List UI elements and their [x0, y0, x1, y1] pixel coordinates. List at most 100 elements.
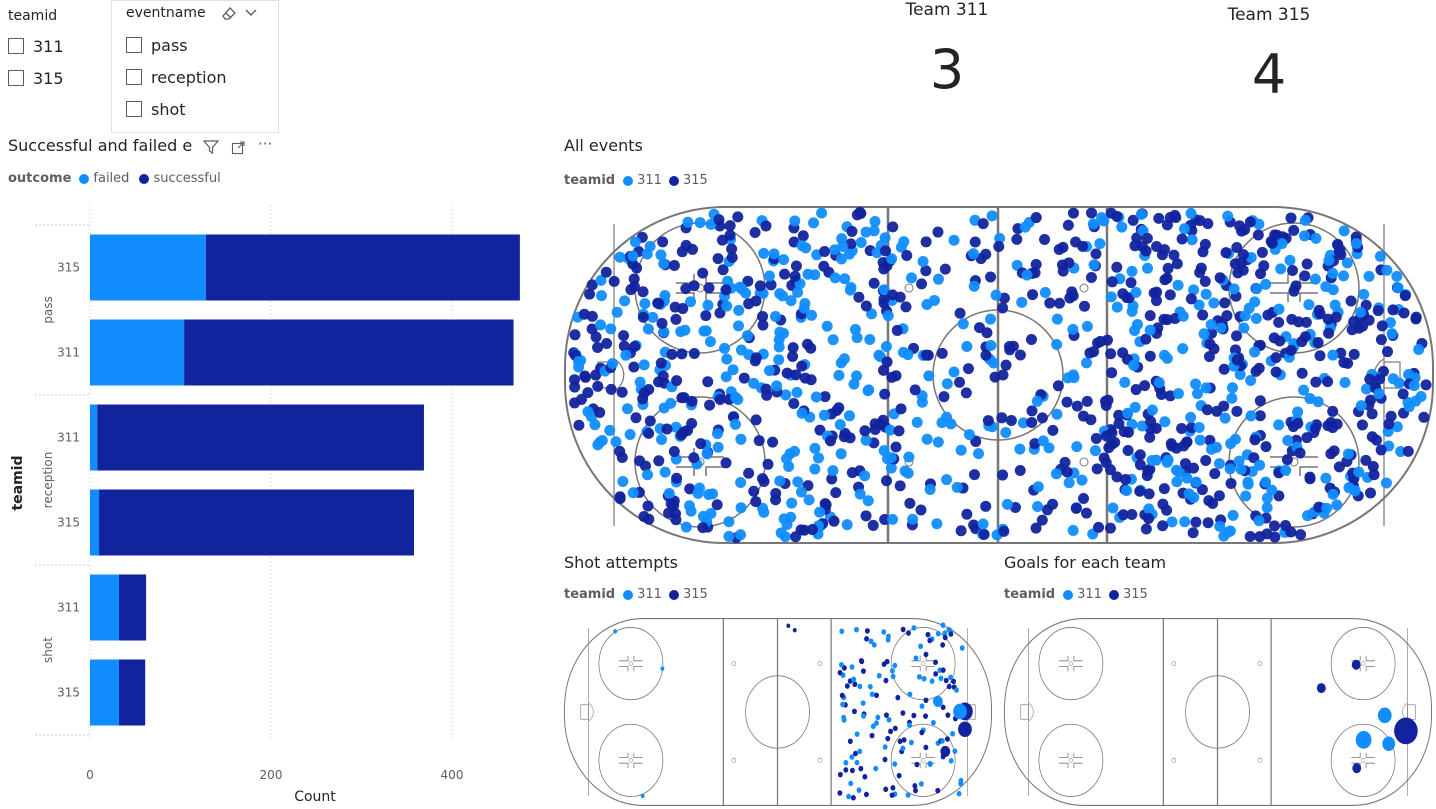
event-point [1374, 250, 1386, 262]
bar-successful [118, 574, 147, 641]
event-point [721, 353, 733, 365]
event-point [750, 496, 762, 508]
checkbox[interactable] [126, 101, 142, 117]
event-point [1177, 343, 1189, 355]
event-point [641, 248, 653, 260]
event-point [1280, 464, 1292, 476]
event-point [680, 521, 692, 533]
event-point [931, 518, 943, 530]
event-point [806, 524, 818, 536]
event-point [1051, 339, 1063, 351]
shot-point [864, 636, 870, 642]
x-axis-label: Count [294, 789, 336, 805]
event-point [1190, 476, 1202, 488]
x-tick-label: 200 [260, 768, 283, 782]
event-point [712, 253, 724, 265]
checkbox[interactable] [126, 37, 142, 53]
event-point [682, 216, 694, 228]
shot-point [930, 719, 936, 726]
event-point [628, 273, 640, 285]
event-point [757, 310, 769, 322]
event-point [1329, 299, 1341, 311]
event-point [1085, 414, 1097, 426]
shot-point [925, 631, 931, 638]
card-value: 4 [1251, 43, 1287, 106]
event-point [723, 530, 735, 542]
event-point [1371, 434, 1383, 446]
event-option-reception[interactable]: reception [126, 61, 278, 93]
large-shot-point [940, 745, 951, 758]
event-point [881, 356, 893, 368]
shot-point [927, 637, 933, 644]
event-point [818, 409, 830, 421]
checkbox[interactable] [8, 38, 24, 54]
shot-point [958, 780, 964, 787]
event-point [1327, 405, 1339, 417]
event-point [1364, 487, 1376, 499]
event-point [777, 290, 789, 302]
shot-point [874, 692, 880, 699]
shot-point [885, 636, 891, 643]
event-point [1213, 458, 1225, 470]
event-point [1345, 295, 1357, 307]
event-point [1312, 396, 1324, 408]
bar-failed [90, 319, 185, 386]
more-options-icon[interactable]: ··· [258, 135, 273, 153]
event-point [697, 522, 709, 534]
event-point [1312, 337, 1324, 349]
event-point [836, 253, 848, 265]
event-point [569, 381, 581, 393]
shot-point [849, 664, 855, 670]
event-point [795, 486, 807, 498]
event-point [1258, 260, 1270, 272]
event-point [1178, 223, 1190, 235]
event-point [634, 455, 646, 467]
event-point [911, 416, 923, 428]
event-point [994, 232, 1006, 244]
event-point [659, 290, 671, 302]
shot-point [882, 756, 888, 763]
focus-mode-icon[interactable] [231, 140, 246, 155]
event-point [780, 389, 792, 401]
event-option-shot[interactable]: shot [126, 93, 278, 125]
event-point [879, 388, 891, 400]
event-point [1360, 383, 1372, 395]
event-option-pass[interactable]: pass [126, 29, 278, 61]
event-point [1205, 319, 1217, 331]
event-point [743, 298, 755, 310]
team-option-315[interactable]: 315 [8, 62, 108, 94]
event-point [1398, 307, 1410, 319]
event-point [1245, 410, 1257, 422]
event-point [891, 324, 903, 336]
checkbox[interactable] [8, 70, 24, 86]
chevron-down-icon[interactable] [244, 8, 258, 18]
event-point [743, 467, 755, 479]
event-point [594, 436, 606, 448]
shot-point [883, 712, 889, 718]
filter-icon[interactable] [203, 139, 219, 155]
event-point [750, 352, 762, 364]
event-point [720, 457, 732, 469]
shot-point [837, 771, 843, 778]
event-point [893, 425, 905, 437]
faceoff-circle [1330, 723, 1396, 797]
event-point [1166, 516, 1178, 528]
event-point [1155, 389, 1167, 401]
shot-point [889, 668, 895, 674]
bar-successful [184, 319, 514, 386]
team-option-311[interactable]: 311 [8, 30, 108, 62]
checkbox[interactable] [126, 69, 142, 85]
event-point [835, 448, 847, 460]
bar-successful [99, 489, 414, 556]
event-point [961, 508, 973, 520]
shot-point [874, 720, 879, 726]
event-point [1296, 367, 1308, 379]
event-point [1234, 369, 1246, 381]
event-point [895, 403, 907, 415]
event-point [894, 480, 906, 492]
shot-point [918, 643, 924, 650]
eraser-icon[interactable] [220, 5, 238, 21]
event-point [748, 377, 760, 389]
shot-point [911, 625, 917, 631]
event-point [1087, 218, 1099, 230]
